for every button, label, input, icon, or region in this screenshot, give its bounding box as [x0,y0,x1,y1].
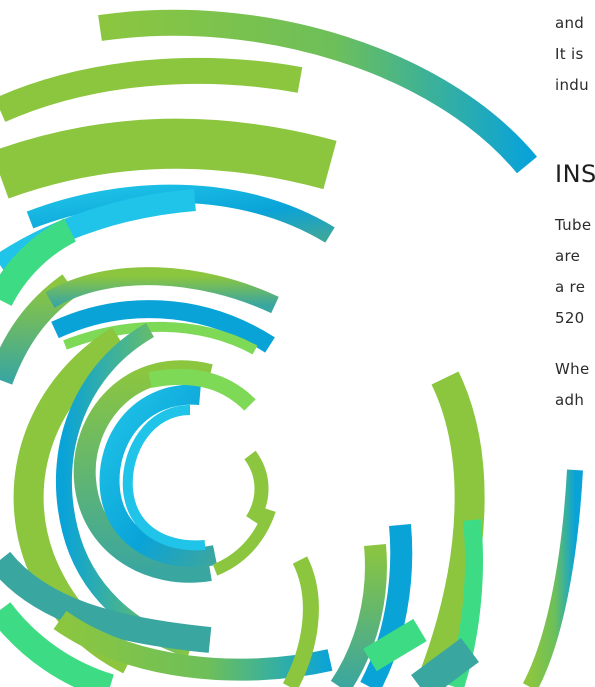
paragraph-1-line-3: indu [555,76,589,94]
ring-arc-mid-2 [51,300,275,353]
ring-arc-inner-c-right [212,507,276,576]
ring-arc-upper [0,57,303,122]
ring-arc-mid-3 [63,321,258,355]
paragraph-3-line-1: Whe [555,360,590,378]
ring-arc-mid-1 [45,267,279,314]
ring-arc-inner-c-cyan [122,405,206,551]
ring-arc-inner-c-green-right [244,450,269,524]
paragraph-1-line-1: and [555,14,585,32]
ring-arc-thick-band [0,118,337,199]
ring-arc-bottom-right-2 [363,618,427,672]
ring-arc-bottom-2 [0,602,114,687]
paragraph-1-line-2: It is [555,45,584,63]
ring-arc-right-lower [282,556,319,687]
ring-arc-far-right [522,469,583,687]
ring-arc-bottom-right-1 [411,637,479,687]
ring-arc-left-mint [0,218,77,307]
paragraph-2-line-2: are [555,247,581,265]
ring-arc-inner-c-blue [99,384,217,568]
ring-arc-bottom-1 [0,551,212,653]
paragraph-2-line-1: Tube [555,216,592,234]
paragraph-3-line-2: adh [555,391,585,409]
section-heading: INS [555,160,595,188]
paragraph-2-line-3: a re [555,278,586,296]
ring-arc-outer-top [98,9,538,174]
ring-arc-inner-c-green-top [148,368,256,411]
paragraph-2-line-4: 520 [555,309,585,327]
ring-arc-inner-c-outer [73,360,213,583]
ring-arc-right-green [416,371,485,687]
ring-arc-right-teal [330,544,387,687]
